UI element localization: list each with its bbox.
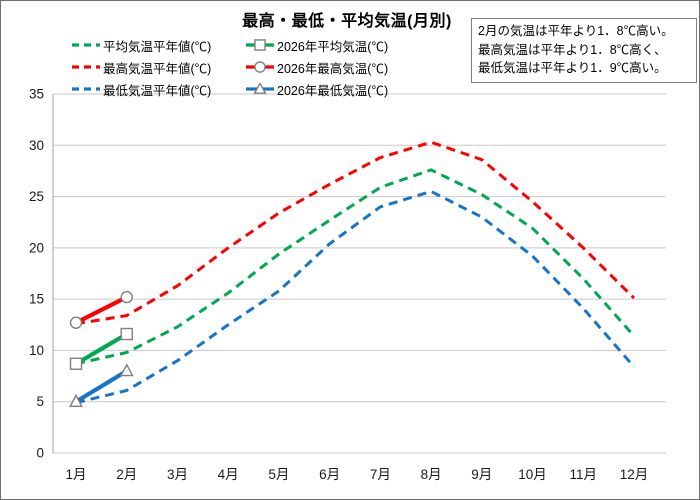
legend-label: 2026年平均気温(℃) xyxy=(277,39,389,54)
y-axis-tick-label: 25 xyxy=(29,189,44,204)
y-axis-tick-label: 35 xyxy=(29,87,44,102)
annotation-line: 最高気温は平年より1．8℃高く、 xyxy=(478,42,667,57)
series-line-max-2026 xyxy=(73,294,129,325)
triangle-marker-icon xyxy=(253,83,267,94)
y-axis-tick-label: 10 xyxy=(29,343,44,358)
square-marker-icon xyxy=(120,327,133,341)
triangle-marker-icon xyxy=(119,363,134,377)
legend-item-mean-2026: 2026年平均気温(℃) xyxy=(245,34,415,56)
y-axis-tick-label: 5 xyxy=(36,394,44,409)
legend-item-max-normal: 最高気温平年値(℃) xyxy=(71,56,245,78)
dashed-line-swatch-icon xyxy=(72,43,100,47)
x-axis-label: 12月 xyxy=(620,467,649,482)
x-axis-label: 2月 xyxy=(116,467,137,482)
y-axis-tick-label: 15 xyxy=(29,292,44,307)
legend-label: 平均気温平年値(℃) xyxy=(103,39,212,54)
square-marker-line-swatch-icon xyxy=(246,39,274,51)
triangle-marker-line-swatch-icon xyxy=(246,83,274,94)
dashed-line-swatch-icon xyxy=(72,87,100,91)
y-axis-tick-label: 30 xyxy=(29,138,44,153)
chart-title: 最高・最低・平均気温(月別) xyxy=(242,13,452,30)
chart-legend: 平均気温平年値(℃) 2026年平均気温(℃) 最高気温平年値(℃) 2026年… xyxy=(71,34,415,100)
square-marker-icon xyxy=(254,39,266,51)
x-axis-label: 5月 xyxy=(268,467,289,482)
circle-marker-line-swatch-icon xyxy=(246,61,274,73)
y-axis-tick-label: 20 xyxy=(29,240,44,255)
legend-item-max-2026: 2026年最高気温(℃) xyxy=(245,56,415,78)
legend-label: 最低気温平年値(℃) xyxy=(103,83,212,98)
legend-item-mean-normal: 平均気温平年値(℃) xyxy=(71,34,245,56)
annotation-box: 2月の気温は平年より1．8℃高い。 最高気温は平年より1．8℃高く、 最低気温は… xyxy=(471,18,697,83)
legend-item-min-normal: 最低気温平年値(℃) xyxy=(71,78,245,100)
x-axis-label: 8月 xyxy=(421,467,442,482)
circle-marker-icon xyxy=(254,61,266,73)
annotation-line: 2月の気温は平年より1．8℃高い。 xyxy=(478,24,674,38)
triangle-marker-icon xyxy=(69,394,83,408)
x-axis-label: 4月 xyxy=(218,467,239,482)
y-axis-tick-label: 0 xyxy=(36,446,44,461)
x-axis-label: 10月 xyxy=(518,467,547,482)
annotation-line: 最低気温は平年より1．9℃高い。 xyxy=(478,61,667,75)
series-line-min-2026 xyxy=(73,368,129,404)
series-line-max-normal xyxy=(75,140,636,326)
x-axis-label: 9月 xyxy=(471,467,492,482)
square-marker-icon xyxy=(69,357,83,370)
x-axis-label: 1月 xyxy=(65,467,86,482)
x-axis-label: 6月 xyxy=(319,467,340,482)
legend-item-min-2026: 2026年最低気温(℃) xyxy=(245,78,415,100)
series-line-min-normal xyxy=(75,189,636,405)
series-line-mean-normal xyxy=(75,168,636,366)
circle-marker-icon xyxy=(120,290,133,304)
legend-label: 2026年最低気温(℃) xyxy=(277,83,389,98)
x-axis-label: 7月 xyxy=(370,467,391,482)
series-line-mean-2026 xyxy=(73,331,129,366)
circle-marker-icon xyxy=(69,316,83,329)
legend-label: 最高気温平年値(℃) xyxy=(103,61,212,76)
legend-label: 2026年最高気温(℃) xyxy=(277,61,389,76)
x-axis-label: 11月 xyxy=(570,467,598,482)
x-axis-label: 3月 xyxy=(167,467,188,482)
dashed-line-swatch-icon xyxy=(72,65,100,69)
